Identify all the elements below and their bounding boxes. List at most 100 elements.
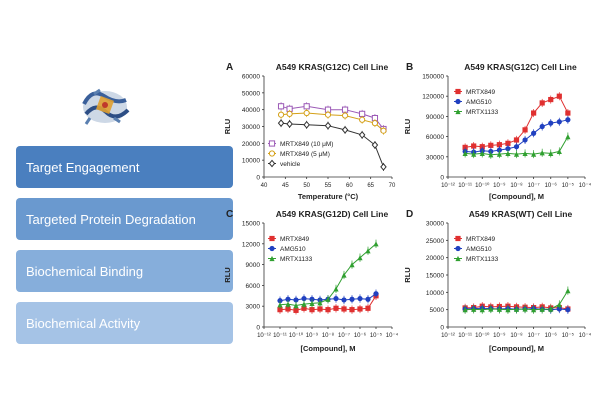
y-tick-label: 0 [440, 175, 444, 182]
x-tick-label: 10⁻⁶ [545, 182, 558, 189]
y-tick-label: 6000 [246, 283, 261, 290]
x-tick-label: 70 [389, 183, 396, 189]
panel-letter: A [226, 62, 233, 73]
y-tick-label: 20000 [242, 141, 260, 148]
data-point [513, 151, 520, 157]
data-point [359, 110, 366, 117]
data-point [333, 295, 339, 302]
y-tick-label: 150000 [422, 74, 444, 81]
data-point [285, 296, 291, 302]
y-tick-label: 10000 [242, 158, 260, 165]
data-point [513, 144, 520, 150]
legend-label: MRTX1133 [466, 109, 499, 116]
data-point [505, 140, 511, 146]
data-point [371, 120, 379, 127]
chart-title: A549 KRAS(G12D) Cell Line [276, 209, 389, 219]
data-point [556, 93, 562, 99]
nav-targeted-protein-degradation[interactable]: Targeted Protein Degradation [16, 198, 233, 240]
y-tick-label: 12000 [242, 241, 260, 248]
data-point [513, 306, 520, 312]
data-point [565, 288, 571, 294]
nav-biochemical-activity[interactable]: Biochemical Activity [16, 302, 233, 344]
chart-panel-d: D A549 KRAS(WT) Cell Line 0 5000 10000 15000 2… [403, 209, 592, 353]
data-point [349, 296, 355, 302]
data-point [365, 248, 371, 254]
nav-label: Target Engagement [26, 159, 140, 175]
protein-structure-icon [82, 88, 130, 125]
data-point [303, 103, 310, 110]
data-point [325, 307, 331, 313]
x-tick-label: 10⁻⁴ [579, 332, 592, 339]
data-point [359, 116, 366, 123]
y-tick-label: 5000 [430, 307, 445, 314]
y-tick-label: 60000 [426, 134, 444, 141]
x-tick-label: 10⁻⁸ [510, 182, 523, 189]
data-point [277, 298, 283, 304]
y-axis-label: RLU [223, 267, 232, 282]
data-point [522, 127, 528, 133]
x-tick-label: 10⁻⁵ [562, 332, 575, 339]
data-point [317, 300, 323, 306]
x-tick-label: 10⁻⁷ [528, 182, 540, 189]
data-point [539, 306, 545, 312]
x-tick-label: 10⁻¹⁰ [289, 332, 304, 339]
y-tick-label: 20000 [426, 255, 444, 262]
data-point [556, 119, 562, 125]
data-point [333, 305, 339, 311]
data-point [365, 296, 371, 302]
data-point [380, 163, 387, 171]
data-point [365, 305, 371, 311]
y-tick-label: 90000 [426, 114, 444, 121]
y-tick-label: 120000 [422, 94, 444, 101]
data-point [301, 301, 307, 307]
x-tick-label: 10⁻⁵ [562, 182, 575, 189]
legend-label: MRTX1133 [280, 256, 313, 263]
data-point [471, 143, 477, 149]
panel-letter: D [406, 209, 413, 220]
data-point [324, 111, 332, 118]
data-point [341, 106, 349, 113]
chart-title: A549 KRAS(G12C) Cell Line [276, 62, 389, 72]
data-point [505, 150, 511, 157]
nav-biochemical-binding[interactable]: Biochemical Binding [16, 250, 233, 292]
x-tick-label: 10⁻⁴ [579, 182, 592, 189]
y-tick-label: 3000 [246, 304, 261, 311]
data-point [285, 306, 291, 312]
data-point [380, 127, 387, 134]
x-axis-label: [Compound], M [301, 344, 356, 353]
data-point [277, 119, 285, 128]
data-point [349, 262, 355, 268]
data-point [341, 272, 347, 278]
data-point [373, 291, 379, 297]
legend-label: AMG510 [466, 99, 492, 106]
data-point [505, 146, 511, 152]
legend-label: MRTX1133 [466, 256, 499, 263]
data-point [531, 307, 537, 313]
y-tick-label: 0 [440, 325, 444, 332]
data-point [341, 297, 347, 303]
x-tick-label: 10⁻¹² [441, 183, 455, 189]
data-point [341, 125, 349, 134]
legend-label: MRTX849 [466, 236, 496, 243]
data-point [371, 141, 379, 149]
data-point [471, 151, 477, 157]
data-point [301, 295, 307, 302]
data-point [471, 306, 477, 312]
y-tick-label: 15000 [426, 273, 444, 280]
data-point [349, 307, 355, 313]
chart-panel-c: C A549 KRAS(G12D) Cell Line 0 3000 6000 9000 1… [223, 209, 399, 353]
data-point [455, 108, 461, 115]
y-tick-label: 60000 [242, 74, 260, 81]
x-tick-label: 55 [325, 183, 332, 189]
nav-target-engagement[interactable]: Target Engagement [16, 146, 233, 188]
data-point [462, 144, 468, 150]
data-point [268, 140, 276, 147]
x-tick-label: 10⁻¹⁰ [475, 332, 490, 339]
data-point [277, 111, 285, 118]
data-point [455, 255, 461, 262]
x-axis-label: [Compound], M [489, 344, 544, 353]
data-point [513, 137, 520, 143]
series-fit-line [280, 105, 384, 130]
x-tick-label: 10⁻¹¹ [273, 333, 287, 339]
data-point [293, 307, 299, 313]
